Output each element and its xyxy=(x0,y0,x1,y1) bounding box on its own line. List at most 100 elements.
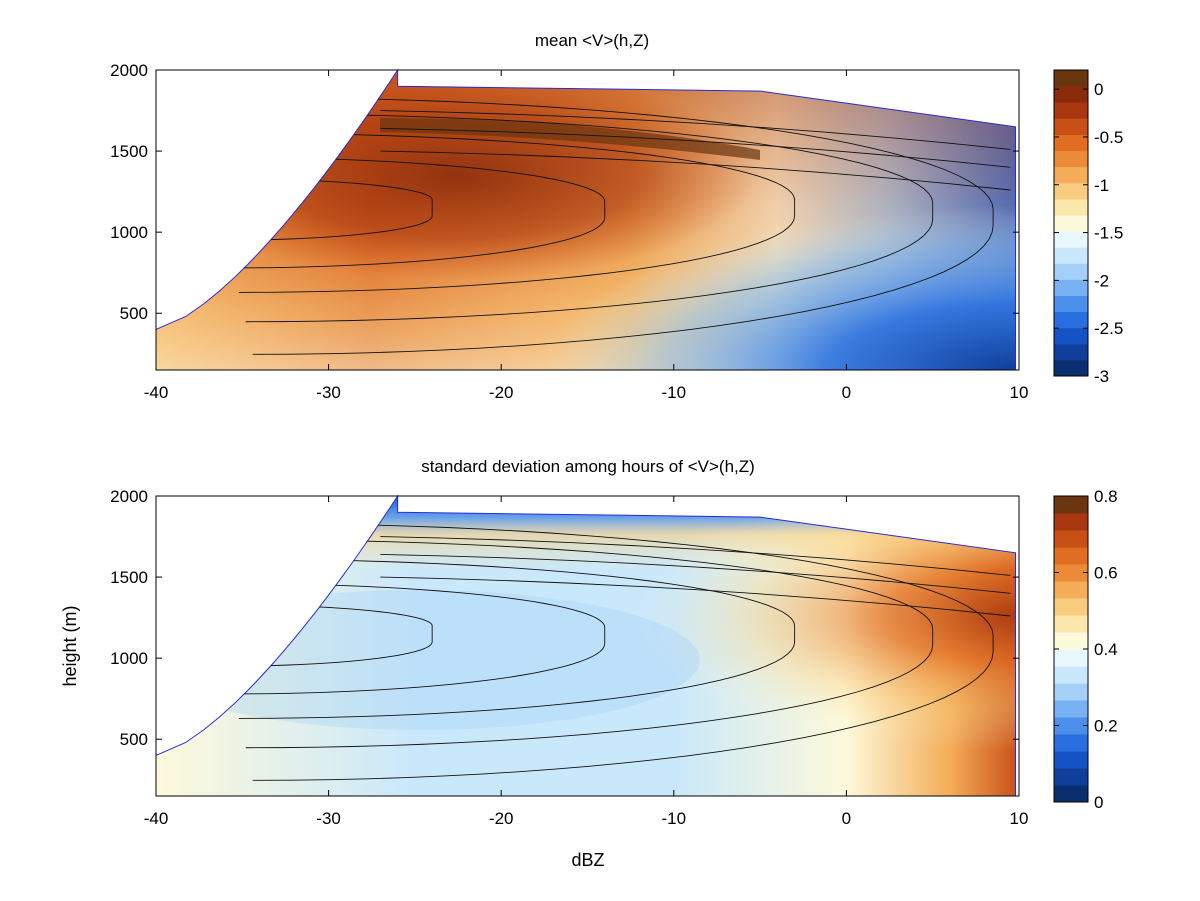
colorbar-tick-label: -1.5 xyxy=(1094,224,1123,243)
colorbar-segment xyxy=(1054,182,1088,200)
contour-line xyxy=(245,113,934,323)
colorbar-frame xyxy=(1053,69,1089,377)
colorbar-tick-label: 0 xyxy=(1094,793,1103,812)
contour-line xyxy=(380,553,1011,594)
contour-line xyxy=(225,604,433,667)
top-field xyxy=(156,70,1016,370)
colorbar-segment xyxy=(1054,751,1088,769)
colorbar-segment xyxy=(1054,327,1088,345)
x-tick-label: 0 xyxy=(842,383,851,402)
colorbar-tick-label: 0.6 xyxy=(1094,564,1118,583)
x-tick-label: 10 xyxy=(1010,383,1029,402)
colorbar-tick-label: 0.8 xyxy=(1094,487,1118,506)
colorbar-segment xyxy=(1054,359,1088,377)
y-tick-label: 500 xyxy=(120,730,148,749)
bottom-chart-title: standard deviation among hours of <V>(h,… xyxy=(421,457,755,476)
colorbar-segment xyxy=(1054,150,1088,168)
colorbar-tick-label: -2.5 xyxy=(1094,319,1123,338)
colorbar-segment xyxy=(1054,717,1088,735)
contour-line xyxy=(380,536,1011,576)
bottom-colorbar: 0.8 0.6 0.4 0.2 0 xyxy=(1053,487,1118,812)
colorbar-segment xyxy=(1054,615,1088,633)
colorbar-tick-label: 0.2 xyxy=(1094,717,1118,736)
colorbar-segment xyxy=(1054,700,1088,718)
colorbar-segment xyxy=(1054,70,1088,87)
contour-line xyxy=(238,558,796,719)
colorbar-segment xyxy=(1054,102,1088,119)
x-axis-label: dBZ xyxy=(571,850,604,870)
colorbar-segment xyxy=(1054,166,1088,184)
top-axes: -40 -30 -20 -10 0 10 500 1000 1500 2000 xyxy=(110,61,1028,402)
y-tick-label: 1500 xyxy=(110,568,148,587)
top-axes-frame xyxy=(155,69,1020,371)
contour-line xyxy=(231,157,606,269)
data-boundary xyxy=(155,68,1017,371)
y-tick-label: 1500 xyxy=(110,142,148,161)
colorbar-segment xyxy=(1054,279,1088,296)
contour-line xyxy=(252,97,994,355)
y-axis-label: height (m) xyxy=(60,605,80,686)
x-tick-label: -30 xyxy=(316,383,341,402)
y-tick-label: 2000 xyxy=(110,61,148,80)
bottom-axes: -40 -30 -20 -10 0 10 500 1000 1500 2000 xyxy=(110,487,1028,828)
colorbar-segment xyxy=(1054,311,1088,329)
colorbar-segment xyxy=(1054,86,1088,103)
top-contours xyxy=(155,68,1017,371)
colorbar-tick-label: -0.5 xyxy=(1094,128,1123,147)
contour-line xyxy=(238,132,796,293)
colorbar-segment xyxy=(1054,214,1088,232)
colorbar-segment xyxy=(1054,231,1088,248)
colorbar-segment xyxy=(1054,564,1088,582)
colorbar-tick-label: -1 xyxy=(1094,176,1109,195)
x-tick-label: -40 xyxy=(144,809,169,828)
bottom-axes-frame xyxy=(155,495,1020,797)
colorbar-segment xyxy=(1054,198,1088,216)
colorbar-segment xyxy=(1054,513,1088,531)
colorbar-segment xyxy=(1054,530,1088,548)
top-chart-title: mean <V>(h,Z) xyxy=(535,31,649,50)
x-tick-label: -10 xyxy=(662,809,687,828)
data-boundary xyxy=(155,494,1017,797)
colorbar-segment xyxy=(1054,496,1088,514)
top-colorbar: 0 -0.5 -1 -1.5 -2 -2.5 -3 xyxy=(1053,69,1123,386)
colorbar-segment xyxy=(1054,118,1088,135)
colorbar-segment xyxy=(1054,666,1088,684)
colorbar-tick-label: 0.4 xyxy=(1094,640,1118,659)
contour-line xyxy=(252,523,994,781)
colorbar-segment xyxy=(1054,768,1088,786)
y-tick-label: 2000 xyxy=(110,487,148,506)
contour-line xyxy=(245,539,934,749)
colorbar-segment xyxy=(1054,134,1088,152)
contour-line xyxy=(380,576,1011,617)
colorbar-segment xyxy=(1054,547,1088,565)
x-tick-label: -10 xyxy=(662,383,687,402)
y-tick-label: 1000 xyxy=(110,649,148,668)
colorbar-segment xyxy=(1054,581,1088,599)
bottom-contours xyxy=(155,494,1017,797)
contour-line xyxy=(231,583,606,695)
y-tick-label: 1000 xyxy=(110,223,148,242)
colorbar-segment xyxy=(1054,683,1088,701)
contour-line xyxy=(380,150,1011,191)
colorbar-segment xyxy=(1054,598,1088,616)
bottom-field xyxy=(156,496,1016,796)
x-tick-label: 0 xyxy=(842,809,851,828)
colorbar-segment xyxy=(1054,263,1088,280)
colorbar-segment xyxy=(1054,785,1088,803)
colorbar-segment xyxy=(1054,295,1088,313)
colorbar-tick-label: -3 xyxy=(1094,367,1109,386)
contour-line xyxy=(380,110,1011,150)
colorbar-segment xyxy=(1054,632,1088,650)
x-tick-label: -20 xyxy=(489,809,514,828)
x-tick-label: -30 xyxy=(316,809,341,828)
colorbar-tick-label: 0 xyxy=(1094,80,1103,99)
colorbar-tick-label: -2 xyxy=(1094,271,1109,290)
colorbar-segment xyxy=(1054,247,1088,264)
colorbar-segment xyxy=(1054,343,1088,361)
y-tick-label: 500 xyxy=(120,304,148,323)
x-tick-label: -20 xyxy=(489,383,514,402)
colorbar-segment xyxy=(1054,649,1088,667)
contour-line xyxy=(225,178,433,241)
colorbar-segment xyxy=(1054,734,1088,752)
